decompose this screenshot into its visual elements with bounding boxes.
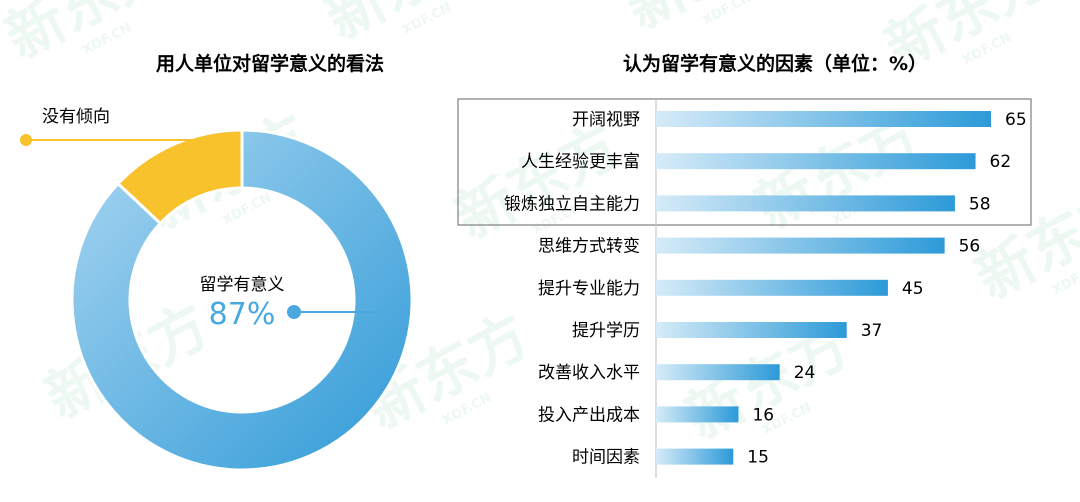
bar-value-label: 16 <box>752 405 774 425</box>
bar-value-label: 56 <box>959 237 981 257</box>
bar-category-label: 锻炼独立自主能力 <box>504 194 640 214</box>
donut-slice-meaningful <box>70 128 414 472</box>
highlight-box <box>457 98 1032 226</box>
bar-category-label: 提升学历 <box>572 321 640 341</box>
bar-value-label: 45 <box>902 279 924 299</box>
bar-value-label: 58 <box>969 194 991 214</box>
donut-chart: 用人单位对留学意义的看法 没有倾向 留学有意义 87% <box>20 52 414 472</box>
bar-category-label: 改善收入水平 <box>538 363 640 383</box>
donut-slices <box>70 128 414 472</box>
bar-category-label: 开阔视野 <box>572 110 640 130</box>
donut-slice-neutral <box>115 128 244 226</box>
bar-chart-title: 认为留学有意义的因素（单位：%） <box>623 52 927 75</box>
bar <box>656 364 780 381</box>
bar-category-label: 投入产出成本 <box>538 405 640 425</box>
bar-value-label: 15 <box>747 448 769 468</box>
bar <box>656 448 734 465</box>
bar-category-label: 时间因素 <box>572 448 640 468</box>
slice-label-meaningful: 留学有意义 <box>200 275 285 295</box>
donut-chart-title: 用人单位对留学意义的看法 <box>156 52 384 75</box>
bar-value-label: 37 <box>861 321 883 341</box>
bar <box>656 111 991 127</box>
bars: 开阔视野 65 人生经验更丰富 62 锻炼独立自主能力 58 思维方式转变 56 提升专业能力 4… <box>504 110 1027 468</box>
bar <box>656 322 847 338</box>
bar-value-label: 65 <box>1005 110 1027 130</box>
bar <box>656 406 739 423</box>
slice-value-meaningful: 87% <box>209 297 276 332</box>
leader-dot-meaningful <box>287 305 301 319</box>
bar-category-label: 思维方式转变 <box>538 237 640 257</box>
bar-value-label: 24 <box>794 363 816 383</box>
bar <box>656 195 955 212</box>
bar-category-label: 提升专业能力 <box>538 279 640 299</box>
bar-value-label: 62 <box>990 152 1012 172</box>
bar <box>656 153 976 170</box>
slice-label-neutral: 没有倾向 <box>42 107 110 127</box>
bar-category-label: 人生经验更丰富 <box>521 152 640 172</box>
watermark-text: 新东方 <box>0 0 180 72</box>
bar <box>656 279 888 296</box>
bar-chart: 认为留学有意义的因素（单位：%） 开阔视野 65 人生经验更丰富 62 锻炼独立自主能力… <box>457 52 1032 478</box>
leader-dot-neutral <box>20 134 32 146</box>
bar <box>656 237 945 254</box>
